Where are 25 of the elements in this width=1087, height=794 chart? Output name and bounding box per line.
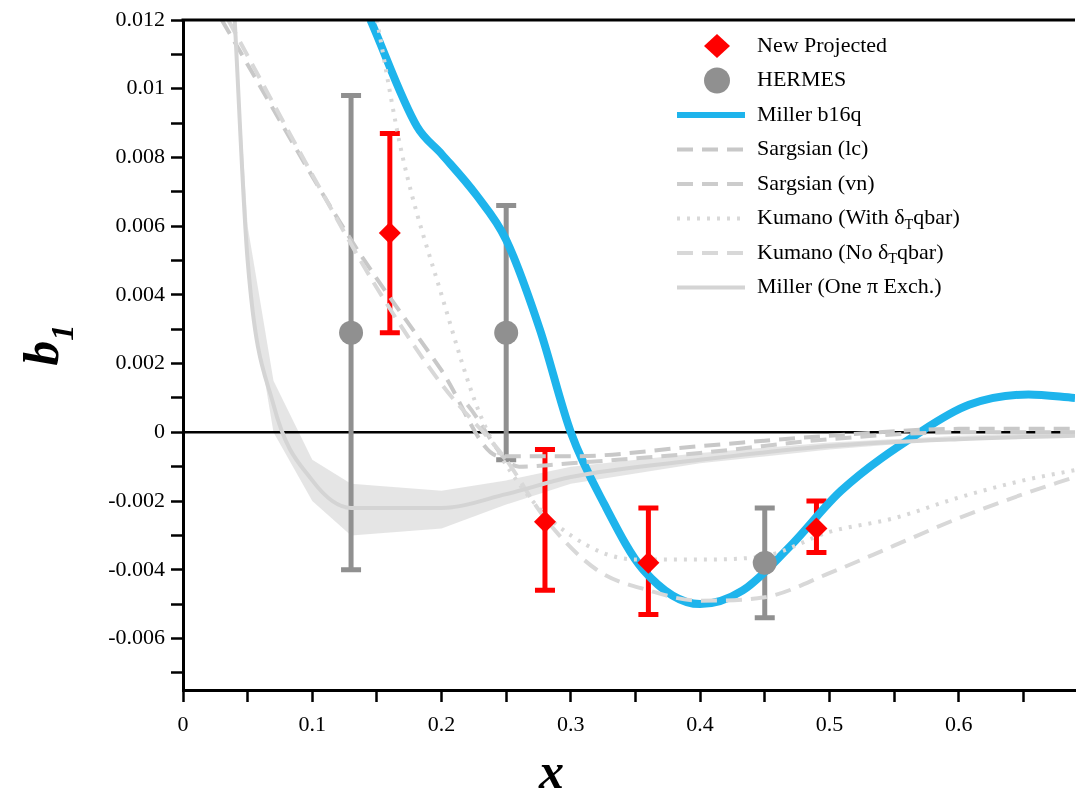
y-tick-label: 0: [154, 418, 165, 444]
y-tick-label: 0.006: [115, 211, 165, 237]
x-tick-label: 0.6: [944, 710, 973, 736]
y-tick-label: 0.008: [115, 143, 165, 169]
x-tick-label: 0.5: [815, 710, 844, 736]
y-tick-label: 0.002: [115, 349, 165, 375]
y-tick-label: -0.006: [108, 624, 165, 650]
x-tick-label: 0: [177, 710, 189, 736]
legend-label: New Projected: [757, 31, 888, 57]
legend-label: Sargsian (vn): [757, 169, 875, 195]
x-tick-label: 0.3: [557, 710, 585, 736]
y-tick-label: -0.002: [108, 486, 165, 512]
legend-label: Miller b16q: [757, 100, 862, 126]
x-tick-label: 0.1: [298, 710, 327, 736]
x-tick-label: 0.2: [427, 710, 456, 736]
y-tick-label: 0.01: [126, 74, 165, 100]
x-axis-title: x: [538, 743, 564, 794]
legend-label: HERMES: [757, 66, 847, 92]
x-tick-label: 0.4: [686, 710, 714, 736]
legend-label: Miller (One π Exch.): [757, 273, 942, 299]
y-tick-label: -0.004: [108, 555, 165, 581]
y-axis-title: b1: [13, 324, 80, 366]
y-tick-label: 0.004: [115, 280, 165, 306]
y-tick-label: 0.012: [115, 5, 165, 31]
legend-label: Sargsian (lc): [757, 135, 869, 161]
